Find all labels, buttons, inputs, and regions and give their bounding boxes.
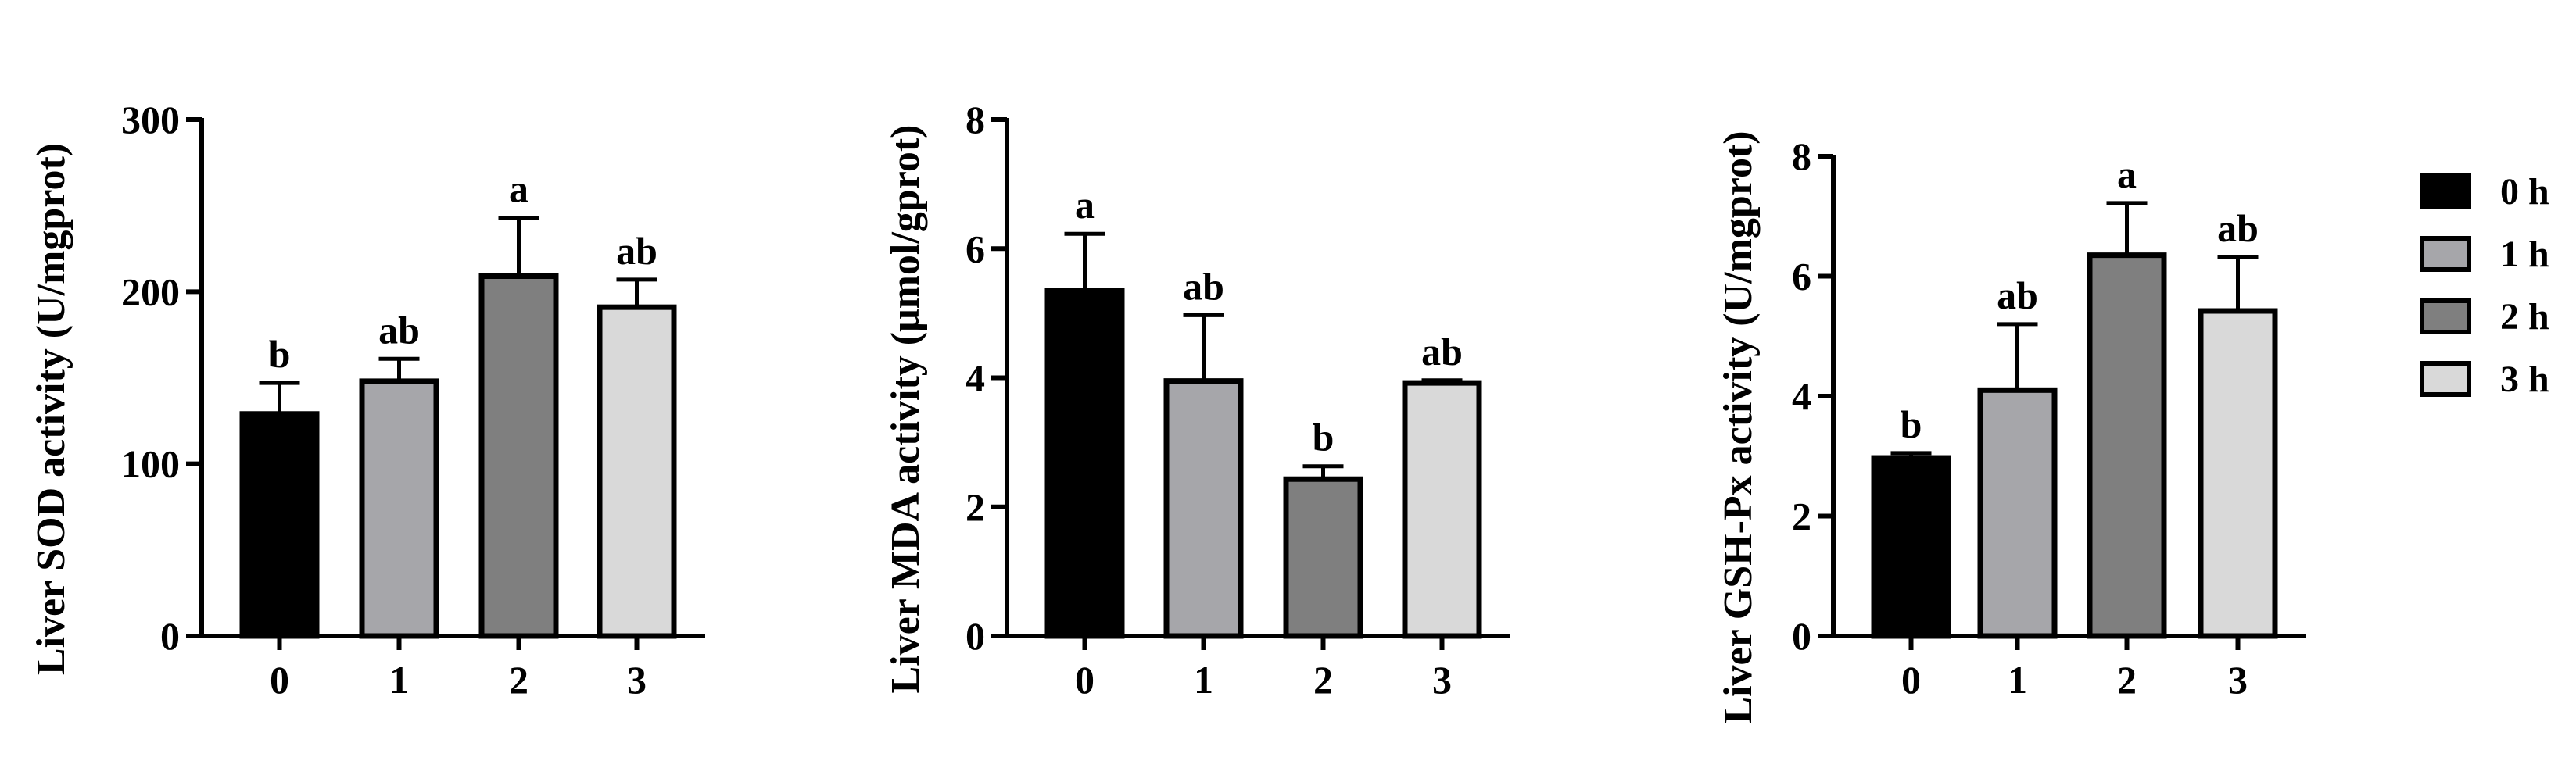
legend-swatch (2420, 361, 2471, 397)
significance-label: b (269, 332, 291, 376)
bar (2198, 308, 2278, 639)
significance-label: ab (1997, 273, 2038, 317)
legend: 0 h 1 h 2 h 3 h (2420, 171, 2549, 400)
bar (1163, 378, 1244, 639)
significance-label: a (1075, 183, 1095, 227)
legend-swatch (2420, 173, 2471, 209)
y-tick-label: 4 (1792, 374, 1811, 418)
chart-panel-2: 0 2 4 6 8 Liver MDA activity (μmol/gprot) 0 a 1 a… (883, 98, 1510, 702)
legend-label: 3 h (2500, 359, 2549, 400)
legend-label: 2 h (2500, 296, 2549, 338)
y-axis-title: Liver MDA activity (μmol/gprot) (883, 125, 928, 694)
bar (597, 304, 677, 639)
x-tick-label: 1 (1194, 658, 1213, 702)
bar (1044, 288, 1125, 639)
x-tick-label: 2 (1313, 658, 1333, 702)
x-tick-label: 3 (2228, 658, 2248, 702)
x-tick-label: 0 (1901, 658, 1921, 702)
bar (2087, 252, 2167, 639)
significance-label: a (509, 167, 528, 211)
bar (1977, 387, 2058, 639)
bar (1283, 476, 1363, 639)
y-tick-label: 6 (966, 227, 985, 270)
y-tick-label: 6 (1792, 255, 1811, 298)
x-tick-label: 3 (627, 658, 647, 702)
y-tick-label: 4 (966, 356, 985, 400)
bar (1871, 455, 1951, 639)
y-tick-label: 8 (966, 98, 985, 141)
legend-swatch (2420, 236, 2471, 272)
bar (239, 411, 320, 639)
legend-swatch (2420, 298, 2471, 334)
x-tick-label: 2 (2117, 658, 2137, 702)
x-tick-label: 0 (1075, 658, 1095, 702)
y-tick-label: 0 (1792, 614, 1811, 658)
y-tick-label: 300 (121, 98, 180, 141)
x-tick-label: 1 (2008, 658, 2027, 702)
x-tick-label: 1 (389, 658, 409, 702)
significance-label: ab (378, 308, 420, 352)
chart-panel-1: 0 100 200 300 Liver SOD activity (U/mgprot) 0… (29, 98, 705, 702)
significance-label: a (2117, 152, 2137, 196)
chart-panel-3: 0 2 4 6 8 Liver GSH-Px activity (U/mgprot) 0 b 1… (1716, 130, 2306, 724)
y-tick-label: 200 (121, 270, 180, 313)
y-tick-label: 0 (966, 614, 985, 658)
x-tick-label: 0 (270, 658, 289, 702)
y-tick-label: 100 (121, 442, 180, 486)
y-axis-title: Liver GSH-Px activity (U/mgprot) (1716, 130, 1761, 723)
y-tick-label: 2 (966, 485, 985, 529)
y-tick-label: 8 (1792, 134, 1811, 178)
significance-label: ab (1421, 330, 1463, 373)
bar (478, 273, 559, 639)
legend-label: 0 h (2500, 171, 2549, 213)
bar (1402, 380, 1482, 639)
significance-label: b (1901, 402, 1922, 446)
bar (359, 378, 439, 639)
legend-label: 1 h (2500, 234, 2549, 275)
significance-label: ab (616, 229, 657, 273)
significance-label: ab (1183, 264, 1224, 308)
significance-label: ab (2217, 206, 2259, 250)
y-tick-label: 2 (1792, 495, 1811, 538)
x-tick-label: 2 (509, 658, 528, 702)
x-tick-label: 3 (1432, 658, 1452, 702)
significance-label: b (1313, 416, 1335, 459)
y-axis-title: Liver SOD activity (U/mgprot) (29, 143, 73, 675)
y-tick-label: 0 (160, 614, 180, 658)
